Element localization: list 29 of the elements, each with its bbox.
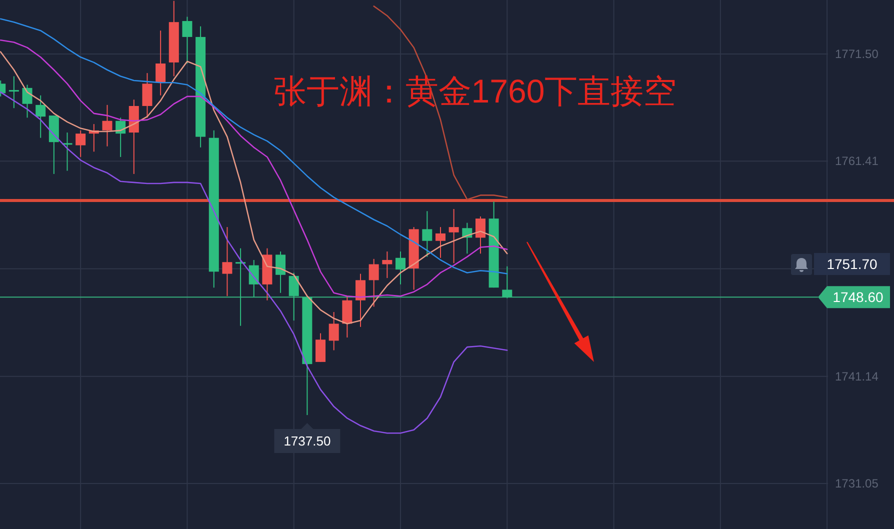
candlestick bbox=[328, 312, 339, 351]
y-tick-label: 1741.14 bbox=[835, 369, 879, 384]
candlestick bbox=[142, 72, 152, 118]
annotation: 1737.50 bbox=[284, 434, 331, 449]
candlestick bbox=[368, 258, 379, 308]
candlestick bbox=[222, 226, 232, 297]
y-tick-label: 1761.41 bbox=[835, 154, 879, 168]
y-tick-label: 1771.50 bbox=[835, 46, 879, 61]
candlestick bbox=[62, 132, 72, 172]
candlestick bbox=[182, 16, 192, 64]
candlestick bbox=[448, 208, 459, 264]
candlestick bbox=[8, 76, 19, 109]
candlestick bbox=[316, 332, 326, 362]
candlestick bbox=[435, 226, 446, 258]
candlestick bbox=[356, 273, 366, 328]
ref-line-label: 1748.60 bbox=[832, 289, 884, 306]
text: 1751.70 bbox=[826, 256, 878, 272]
candlestick bbox=[475, 216, 486, 254]
candlestick bbox=[342, 296, 352, 338]
candlestick bbox=[76, 130, 86, 158]
candlestick bbox=[382, 250, 392, 279]
candlestick bbox=[156, 30, 166, 96]
candlestick bbox=[102, 104, 112, 147]
candlestick bbox=[276, 250, 286, 294]
candlestick bbox=[22, 84, 32, 118]
candlestick bbox=[396, 250, 406, 285]
candlestick bbox=[36, 94, 46, 138]
y-tick-label: 1731.05 bbox=[835, 476, 879, 491]
candlestick bbox=[422, 210, 432, 258]
